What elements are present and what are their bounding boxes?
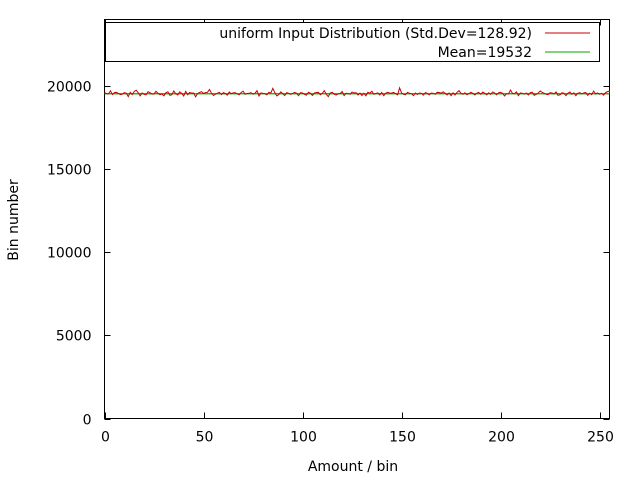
x-tick-label: 150	[389, 430, 416, 446]
y-tick-label: 10000	[47, 246, 92, 262]
legend-label-series-1: uniform Input Distribution (Std.Dev=128.…	[219, 26, 532, 42]
y-tick-label: 0	[83, 413, 92, 429]
y-axis-label: Bin number	[6, 179, 22, 261]
legend-label-series-2: Mean=19532	[438, 45, 532, 61]
legend: uniform Input Distribution (Std.Dev=128.…	[105, 22, 600, 62]
x-tick-label: 100	[290, 430, 317, 446]
y-tick-label: 5000	[56, 329, 92, 345]
x-tick-label: 50	[196, 430, 214, 446]
y-tick-label: 20000	[47, 80, 92, 96]
tick-marks	[104, 19, 610, 420]
x-axis-label: Amount / bin	[308, 459, 398, 475]
x-tick-label: 0	[101, 430, 110, 446]
y-tick-label: 15000	[47, 163, 92, 179]
legend-box	[105, 22, 600, 62]
plot-frame	[104, 19, 610, 419]
series-layer	[104, 86, 610, 98]
series-line-distribution	[104, 86, 610, 98]
x-tick-label: 250	[587, 430, 614, 446]
x-tick-label: 200	[488, 430, 515, 446]
tick-labels: 0 50 100 150 200 250 0 5000 10000 15000 20000	[47, 80, 614, 446]
